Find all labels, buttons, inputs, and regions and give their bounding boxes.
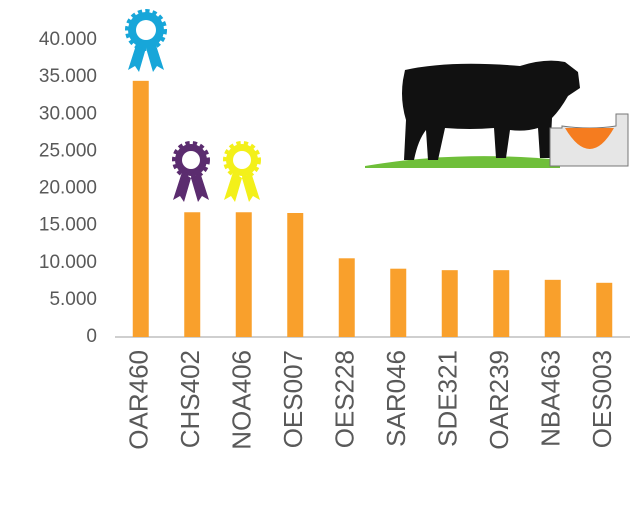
- x-tick-label: CHS402: [175, 350, 205, 448]
- x-tick-label: OES003: [587, 350, 617, 448]
- x-tick-label: OAR460: [124, 350, 154, 450]
- y-tick-label: 35.000: [39, 66, 97, 87]
- bar: [235, 212, 252, 337]
- bar: [544, 279, 561, 337]
- blue-ribbon: [125, 9, 167, 72]
- x-tick-label: OES228: [330, 350, 360, 448]
- bar: [493, 270, 510, 337]
- y-tick-label: 40.000: [39, 29, 97, 50]
- bar: [596, 282, 613, 337]
- purple-ribbon: [172, 141, 210, 202]
- y-tick-label: 15.000: [39, 215, 97, 236]
- x-tick-label: SDE321: [433, 350, 463, 447]
- bar: [338, 258, 355, 337]
- bar: [184, 212, 201, 337]
- y-tick-label: 25.000: [39, 140, 97, 161]
- y-tick-label: 30.000: [39, 103, 97, 124]
- x-tick-label: NOA406: [227, 350, 257, 450]
- y-tick-label: 0: [86, 326, 97, 347]
- x-tick-label: NBA463: [536, 350, 566, 447]
- y-tick-label: 5.000: [49, 289, 97, 310]
- bar: [441, 270, 458, 337]
- y-tick-label: 10.000: [39, 252, 97, 273]
- y-tick-label: 20.000: [39, 178, 97, 199]
- x-tick-label: SAR046: [381, 350, 411, 447]
- bar: [132, 80, 149, 338]
- cow-illustration: [365, 60, 629, 168]
- x-tick-label: OAR239: [484, 350, 514, 450]
- bar: [390, 268, 407, 337]
- bar: [287, 213, 304, 337]
- yellow-ribbon: [223, 141, 261, 202]
- x-tick-label: OES007: [278, 350, 308, 448]
